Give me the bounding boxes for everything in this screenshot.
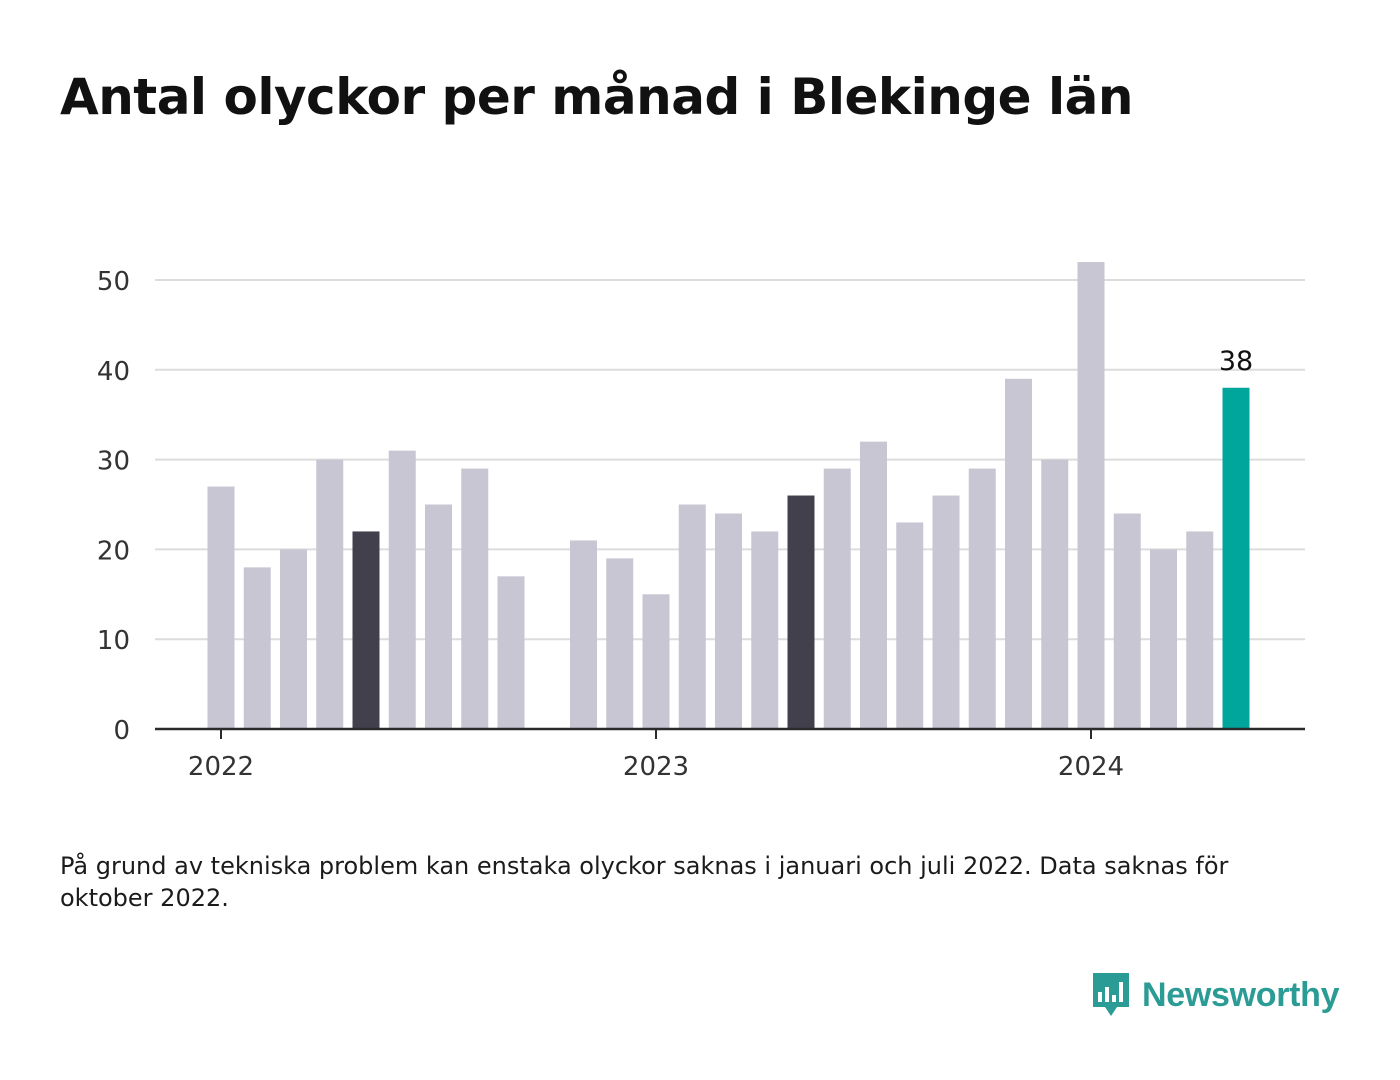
bar-2023-06 <box>823 468 851 729</box>
data-label: 38 <box>1219 346 1253 377</box>
data-labels: 38 <box>1219 346 1253 377</box>
bar-2023-11 <box>1005 378 1032 729</box>
y-tick-label: 40 <box>97 357 130 387</box>
newsworthy-logo-icon <box>1093 973 1129 1016</box>
bar-2022-02 <box>243 567 271 729</box>
y-tick-label: 30 <box>97 447 130 477</box>
bar-2022-03 <box>280 549 307 729</box>
y-tick-label: 20 <box>97 536 130 566</box>
y-tick-label: 10 <box>97 626 130 656</box>
bar-2024-01 <box>1077 262 1105 729</box>
bar-2022-07 <box>425 504 452 729</box>
bar-2023-01 <box>642 594 670 729</box>
bar-2022-08 <box>461 468 489 729</box>
bar-2024-02 <box>1113 513 1141 729</box>
y-tick-label: 0 <box>113 716 130 746</box>
bar-2023-03 <box>715 513 742 729</box>
bar-2023-05 <box>787 495 815 729</box>
x-tick-label: 2022 <box>188 752 254 782</box>
x-axis: 2022 2023 2024 <box>155 727 1305 782</box>
bar-2022-09 <box>497 576 525 729</box>
bar-2022-04 <box>316 459 344 729</box>
bar-2023-10 <box>968 468 996 729</box>
bar-2022-11 <box>570 540 597 729</box>
bars <box>207 262 1250 729</box>
bar-2023-07 <box>860 441 887 729</box>
y-tick-label: 50 <box>97 267 130 297</box>
bar-2023-09 <box>932 495 960 729</box>
bar-2023-04 <box>751 531 779 729</box>
brand-logo: Newsworthy <box>1090 970 1340 1020</box>
chart-title: Antal olyckor per månad i Blekinge län <box>60 68 1133 126</box>
bar-2023-12 <box>1041 459 1069 729</box>
bar-2023-08 <box>896 522 924 729</box>
bar-2023-02 <box>678 504 706 729</box>
x-tick-label: 2023 <box>623 752 689 782</box>
bar-2024-05 <box>1222 387 1250 729</box>
bar-2022-05 <box>352 531 380 729</box>
bar-2024-03 <box>1150 549 1177 729</box>
bar-2022-06 <box>388 450 416 729</box>
x-tick-label: 2024 <box>1058 752 1124 782</box>
bar-2022-01 <box>207 486 235 729</box>
bar-2022-12 <box>606 558 634 729</box>
footnote: På grund av tekniska problem kan enstaka… <box>60 852 1229 912</box>
brand-name: Newsworthy <box>1142 975 1340 1014</box>
bar-2024-04 <box>1186 531 1214 729</box>
